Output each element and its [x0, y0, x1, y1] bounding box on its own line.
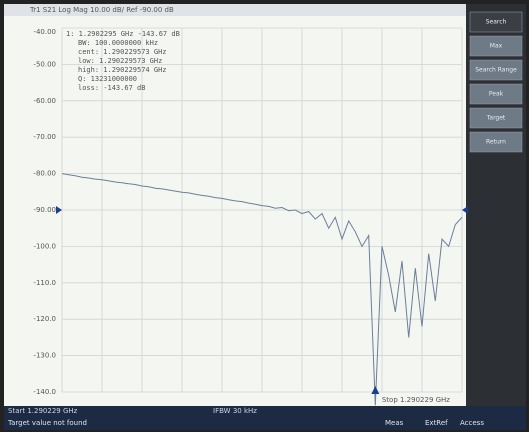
softkey-label[interactable]: Peak — [489, 91, 504, 98]
y-tick-label: -140.0 — [33, 388, 56, 396]
y-tick-label: -110.0 — [33, 279, 56, 287]
y-tick-label: -80.00 — [33, 170, 56, 178]
analyzer-screen: Tr1 S21 Log Mag 10.00 dB/ Ref -90.00 dB … — [0, 0, 529, 432]
x-stop: Stop 1.290229 GHz — [382, 396, 450, 404]
softkey-label[interactable]: Target — [486, 115, 506, 122]
screen-photo: Tr1 S21 Log Mag 10.00 dB/ Ref -90.00 dB … — [0, 0, 529, 432]
status-text: Access — [460, 419, 484, 427]
marker-readout: cent: 1.290229573 GHz — [78, 48, 167, 56]
y-tick-label: -130.0 — [33, 352, 56, 360]
softkey-label[interactable]: Search Range — [475, 67, 517, 74]
x-ifbw: IFBW 30 kHz — [213, 407, 257, 415]
status-text: Target value not found — [7, 419, 87, 427]
softkey-label[interactable]: Max — [490, 43, 503, 50]
y-tick-label: -60.00 — [33, 97, 56, 105]
status-text: ExtRef — [425, 419, 448, 427]
softkey-label[interactable]: Return — [486, 139, 506, 146]
trace-header: Tr1 S21 Log Mag 10.00 dB/ Ref -90.00 dB — [29, 6, 174, 14]
y-tick-label: -50.00 — [33, 60, 56, 68]
y-tick-label: -100.0 — [33, 242, 56, 250]
marker-readout: Q: 13231000000 — [78, 75, 137, 83]
status-text: Meas — [385, 419, 404, 427]
marker-readout: low: 1.290229573 GHz — [78, 57, 162, 65]
marker-readout: high: 1.290229574 GHz — [78, 66, 167, 74]
marker-readout: loss: -143.67 dB — [78, 84, 145, 92]
softkey-label[interactable]: Search — [486, 19, 507, 26]
y-tick-label: -40.00 — [33, 28, 56, 36]
y-tick-label: -90.00 — [33, 206, 56, 214]
y-tick-label: -120.0 — [33, 315, 56, 323]
y-tick-label: -70.00 — [33, 133, 56, 141]
marker-readout: 1: 1.2902295 GHz -143.67 dB — [66, 30, 180, 38]
x-start: Start 1.290229 GHz — [8, 407, 78, 415]
marker-readout: BW: 100.0000000 kHz — [78, 39, 158, 47]
